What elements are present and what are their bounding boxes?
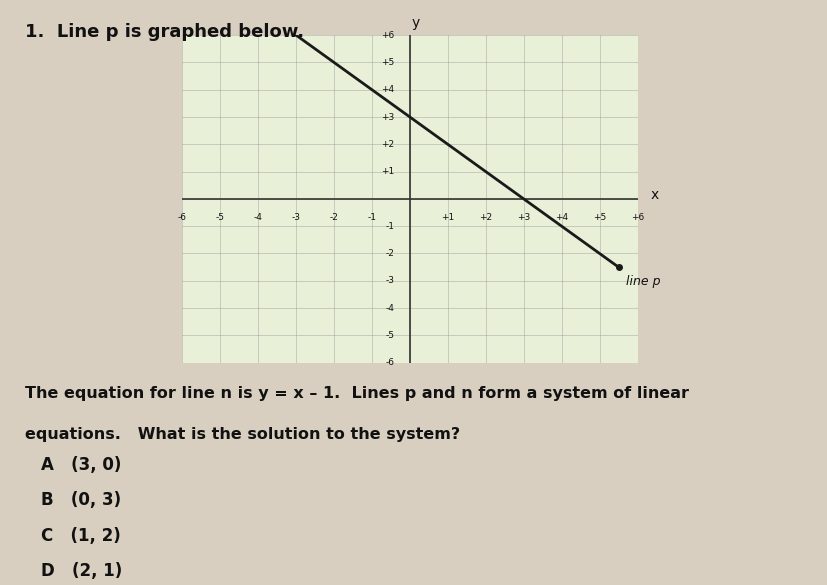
Text: +3: +3 [516, 212, 530, 222]
Text: -3: -3 [291, 212, 300, 222]
Text: +1: +1 [381, 167, 394, 176]
Text: -4: -4 [253, 212, 262, 222]
Text: 1.  Line p is graphed below.: 1. Line p is graphed below. [25, 23, 304, 42]
Text: -5: -5 [385, 331, 394, 340]
Text: The equation for line n is y = x – 1.  Lines p and n form a system of linear: The equation for line n is y = x – 1. Li… [25, 386, 688, 401]
Text: +4: +4 [381, 85, 394, 94]
Text: y: y [411, 16, 419, 30]
Text: +3: +3 [381, 112, 394, 122]
Text: D   (2, 1): D (2, 1) [41, 562, 122, 580]
Text: -2: -2 [329, 212, 338, 222]
Text: -4: -4 [385, 304, 394, 312]
Text: +2: +2 [479, 212, 492, 222]
Text: C   (1, 2): C (1, 2) [41, 526, 121, 545]
Text: -6: -6 [385, 358, 394, 367]
Text: -1: -1 [385, 222, 394, 230]
Text: +6: +6 [630, 212, 643, 222]
Text: +1: +1 [441, 212, 454, 222]
Text: +5: +5 [592, 212, 605, 222]
Text: +5: +5 [381, 58, 394, 67]
Text: -6: -6 [178, 212, 186, 222]
Text: x: x [650, 188, 658, 202]
Text: -2: -2 [385, 249, 394, 258]
Text: B   (0, 3): B (0, 3) [41, 491, 122, 510]
Text: -3: -3 [385, 276, 394, 285]
Text: line p: line p [625, 276, 660, 288]
Text: equations.   What is the solution to the system?: equations. What is the solution to the s… [25, 427, 460, 442]
Text: +2: +2 [381, 140, 394, 149]
Text: -1: -1 [367, 212, 376, 222]
Text: -5: -5 [215, 212, 224, 222]
Text: +4: +4 [554, 212, 567, 222]
Text: A   (3, 0): A (3, 0) [41, 456, 122, 474]
Text: +6: +6 [381, 30, 394, 40]
